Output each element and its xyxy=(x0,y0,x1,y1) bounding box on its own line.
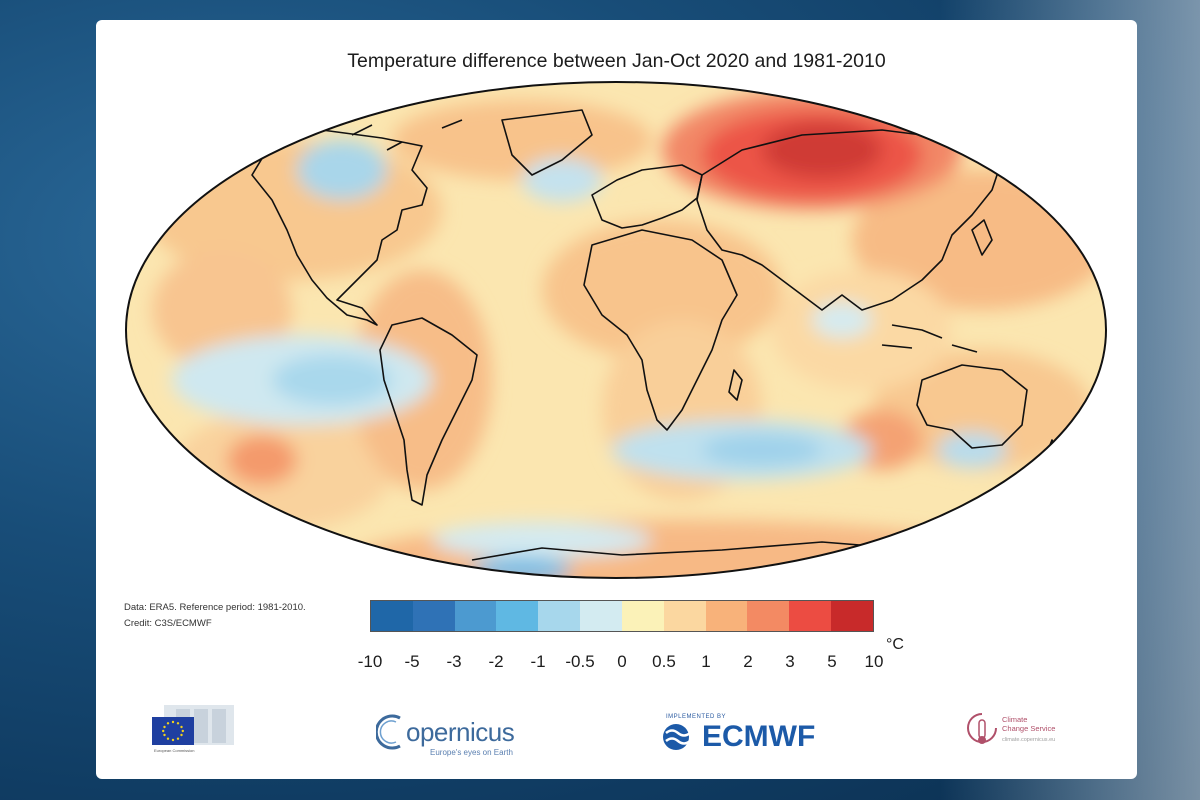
legend-swatch-0 xyxy=(371,601,413,631)
legend-tick-label: 10 xyxy=(864,652,884,671)
legend-swatch-4 xyxy=(538,601,581,631)
ecmwf-implemented-by: IMPLEMENTED BY xyxy=(666,714,727,720)
ecmwf-wordmark: ECMWF xyxy=(702,720,816,753)
legend-tick-label: 0.5 xyxy=(652,652,676,671)
european-commission-logo: European Commission xyxy=(136,705,244,755)
legend-tick-label: -5 xyxy=(404,652,420,671)
copernicus-tagline: Europe's eyes on Earth xyxy=(430,748,513,757)
copernicus-c-icon xyxy=(376,714,401,750)
credit-line-data: Data: ERA5. Reference period: 1981-2010. xyxy=(124,602,306,613)
legend-swatch-11 xyxy=(831,601,873,631)
legend-swatch-1 xyxy=(412,601,455,631)
map-frame xyxy=(125,81,1107,579)
legend-tick-label: -1 xyxy=(530,652,546,671)
legend-swatch-9 xyxy=(747,601,790,631)
ecmwf-logo: IMPLEMENTED BY ECMWF xyxy=(662,714,815,754)
legend-tick-label: 5 xyxy=(827,652,837,671)
thermometer-icon xyxy=(967,713,997,744)
credit-line-source: Credit: C3S/ECMWF xyxy=(124,618,212,629)
legend-ticks: -10 -5 -3 -2 -1 -0.5 0 0.5 1 2 3 5 10 xyxy=(358,652,884,676)
copernicus-logo: opernicus Europe's eyes on Earth xyxy=(376,712,515,757)
legend-tick-label: -3 xyxy=(446,652,462,671)
ccs-url: climate.copernicus.eu xyxy=(1002,737,1056,743)
legend-unit: °C xyxy=(886,636,904,653)
svg-text:European Commission: European Commission xyxy=(154,748,194,753)
legend-tick-label: 2 xyxy=(743,652,753,671)
climate-change-service-logo: Climate Change Service climate.copernicu… xyxy=(966,710,1055,750)
map-svg xyxy=(125,81,1107,579)
figure-card: Temperature difference between Jan-Oct 2… xyxy=(96,20,1137,779)
legend-swatch-2 xyxy=(454,601,497,631)
map-title: Temperature difference between Jan-Oct 2… xyxy=(347,50,886,72)
legend-swatch-5 xyxy=(580,601,622,631)
ccs-line2: Change Service xyxy=(1002,724,1056,733)
world-anomaly-map xyxy=(122,80,1111,580)
legend-tick-label: 1 xyxy=(701,652,711,671)
legend-swatch-6 xyxy=(621,601,664,631)
legend-swatch-3 xyxy=(496,601,539,631)
ecmwf-wave-icon xyxy=(663,724,691,750)
legend-tick-label: 3 xyxy=(785,652,795,671)
legend-tick-label: -0.5 xyxy=(565,652,595,671)
legend-swatch-8 xyxy=(705,601,748,631)
legend-swatch-7 xyxy=(663,601,706,631)
legend-tick-label: -10 xyxy=(357,652,383,671)
legend-tick-label: 0 xyxy=(617,652,627,671)
copernicus-wordmark: opernicus xyxy=(406,716,515,747)
legend-colorbar xyxy=(370,600,874,632)
legend-swatch-10 xyxy=(789,601,832,631)
data-credit: Data: ERA5. Reference period: 1981-2010.… xyxy=(124,600,306,632)
ccs-line1: Climate xyxy=(1002,715,1028,724)
legend-tick-label: -2 xyxy=(488,652,504,671)
